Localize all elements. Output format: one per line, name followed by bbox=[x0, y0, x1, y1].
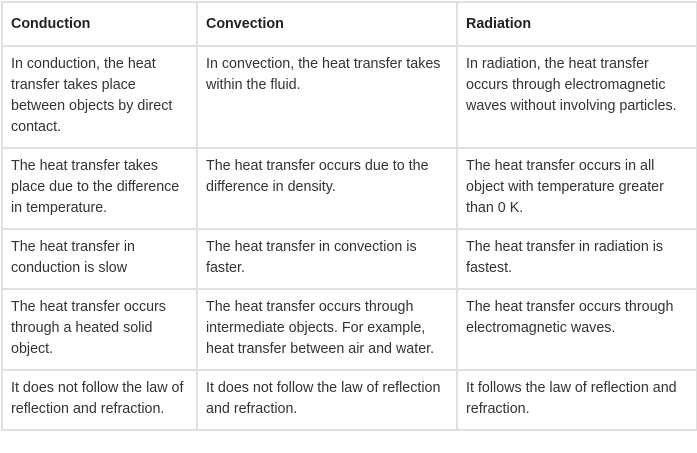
cell-convection: The heat transfer occurs due to the diff… bbox=[196, 147, 458, 230]
cell-conduction: In conduction, the heat transfer takes p… bbox=[1, 45, 198, 149]
cell-radiation: In radiation, the heat transfer occurs t… bbox=[456, 45, 697, 149]
table-row: It does not follow the law of reflection… bbox=[1, 369, 697, 431]
table-row: In conduction, the heat transfer takes p… bbox=[1, 45, 697, 149]
cell-radiation: The heat transfer occurs through electro… bbox=[456, 288, 697, 371]
header-conduction: Conduction bbox=[1, 1, 198, 47]
cell-radiation: The heat transfer in radiation is fastes… bbox=[456, 228, 697, 290]
cell-convection: The heat transfer in convection is faste… bbox=[196, 228, 458, 290]
cell-conduction: The heat transfer takes place due to the… bbox=[1, 147, 198, 230]
cell-convection: The heat transfer occurs through interme… bbox=[196, 288, 458, 371]
cell-conduction: It does not follow the law of reflection… bbox=[1, 369, 198, 431]
table-row: The heat transfer in conduction is slow … bbox=[1, 228, 697, 290]
table-row: The heat transfer occurs through a heate… bbox=[1, 288, 697, 371]
cell-radiation: It follows the law of reflection and ref… bbox=[456, 369, 697, 431]
cell-convection: In convection, the heat transfer takes w… bbox=[196, 45, 458, 149]
header-radiation: Radiation bbox=[456, 1, 697, 47]
header-convection: Convection bbox=[196, 1, 458, 47]
cell-conduction: The heat transfer in conduction is slow bbox=[1, 228, 198, 290]
header-row: Conduction Convection Radiation bbox=[1, 1, 697, 47]
comparison-table: Conduction Convection Radiation In condu… bbox=[1, 1, 697, 431]
table-row: The heat transfer takes place due to the… bbox=[1, 147, 697, 230]
cell-radiation: The heat transfer occurs in all object w… bbox=[456, 147, 697, 230]
cell-conduction: The heat transfer occurs through a heate… bbox=[1, 288, 198, 371]
cell-convection: It does not follow the law of reflection… bbox=[196, 369, 458, 431]
